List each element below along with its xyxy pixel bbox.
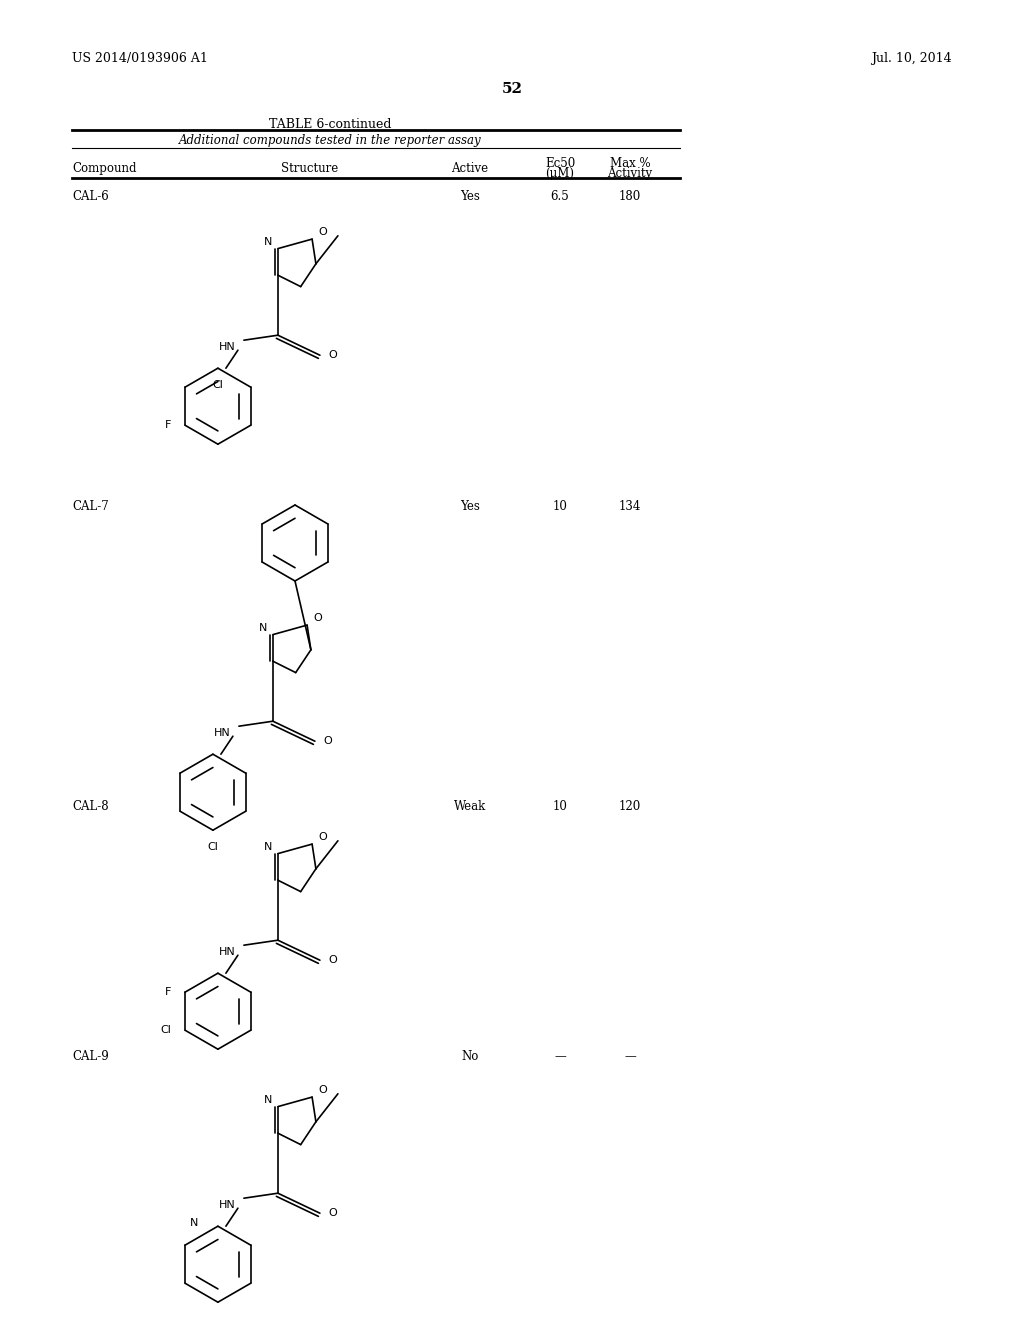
Text: 52: 52 bbox=[502, 82, 522, 96]
Text: Structure: Structure bbox=[282, 162, 339, 176]
Text: O: O bbox=[328, 1208, 337, 1218]
Text: O: O bbox=[318, 1085, 327, 1096]
Text: O: O bbox=[328, 350, 337, 360]
Text: F: F bbox=[165, 987, 171, 997]
Text: CAL-7: CAL-7 bbox=[72, 500, 109, 513]
Text: CAL-6: CAL-6 bbox=[72, 190, 109, 203]
Text: Jul. 10, 2014: Jul. 10, 2014 bbox=[871, 51, 952, 65]
Text: 10: 10 bbox=[553, 800, 567, 813]
Text: Yes: Yes bbox=[460, 190, 480, 203]
Text: HN: HN bbox=[219, 342, 236, 352]
Text: Active: Active bbox=[452, 162, 488, 176]
Text: O: O bbox=[323, 737, 332, 746]
Text: N: N bbox=[263, 842, 272, 851]
Text: —: — bbox=[554, 1049, 566, 1063]
Text: N: N bbox=[258, 623, 267, 632]
Text: HN: HN bbox=[214, 729, 230, 738]
Text: No: No bbox=[462, 1049, 478, 1063]
Text: O: O bbox=[328, 956, 337, 965]
Text: N: N bbox=[263, 1094, 272, 1105]
Text: Weak: Weak bbox=[454, 800, 486, 813]
Text: CAL-8: CAL-8 bbox=[72, 800, 109, 813]
Text: Ec50: Ec50 bbox=[545, 157, 575, 170]
Text: Compound: Compound bbox=[72, 162, 136, 176]
Text: HN: HN bbox=[219, 948, 236, 957]
Text: 134: 134 bbox=[618, 500, 641, 513]
Text: O: O bbox=[313, 612, 322, 623]
Text: US 2014/0193906 A1: US 2014/0193906 A1 bbox=[72, 51, 208, 65]
Text: Cl: Cl bbox=[212, 380, 223, 391]
Text: TABLE 6-continued: TABLE 6-continued bbox=[268, 117, 391, 131]
Text: Additional compounds tested in the reporter assay: Additional compounds tested in the repor… bbox=[178, 135, 481, 147]
Text: HN: HN bbox=[219, 1200, 236, 1210]
Text: O: O bbox=[318, 832, 327, 842]
Text: 180: 180 bbox=[618, 190, 641, 203]
Text: Cl: Cl bbox=[208, 842, 218, 853]
Text: 6.5: 6.5 bbox=[551, 190, 569, 203]
Text: N: N bbox=[189, 1217, 198, 1228]
Text: N: N bbox=[263, 236, 272, 247]
Text: Max %: Max % bbox=[609, 157, 650, 170]
Text: Cl: Cl bbox=[160, 1026, 171, 1035]
Text: Yes: Yes bbox=[460, 500, 480, 513]
Text: Activity: Activity bbox=[607, 168, 652, 180]
Text: —: — bbox=[624, 1049, 636, 1063]
Text: (μM): (μM) bbox=[546, 168, 574, 180]
Text: 10: 10 bbox=[553, 500, 567, 513]
Text: CAL-9: CAL-9 bbox=[72, 1049, 109, 1063]
Text: O: O bbox=[318, 227, 327, 238]
Text: F: F bbox=[165, 420, 171, 430]
Text: 120: 120 bbox=[618, 800, 641, 813]
